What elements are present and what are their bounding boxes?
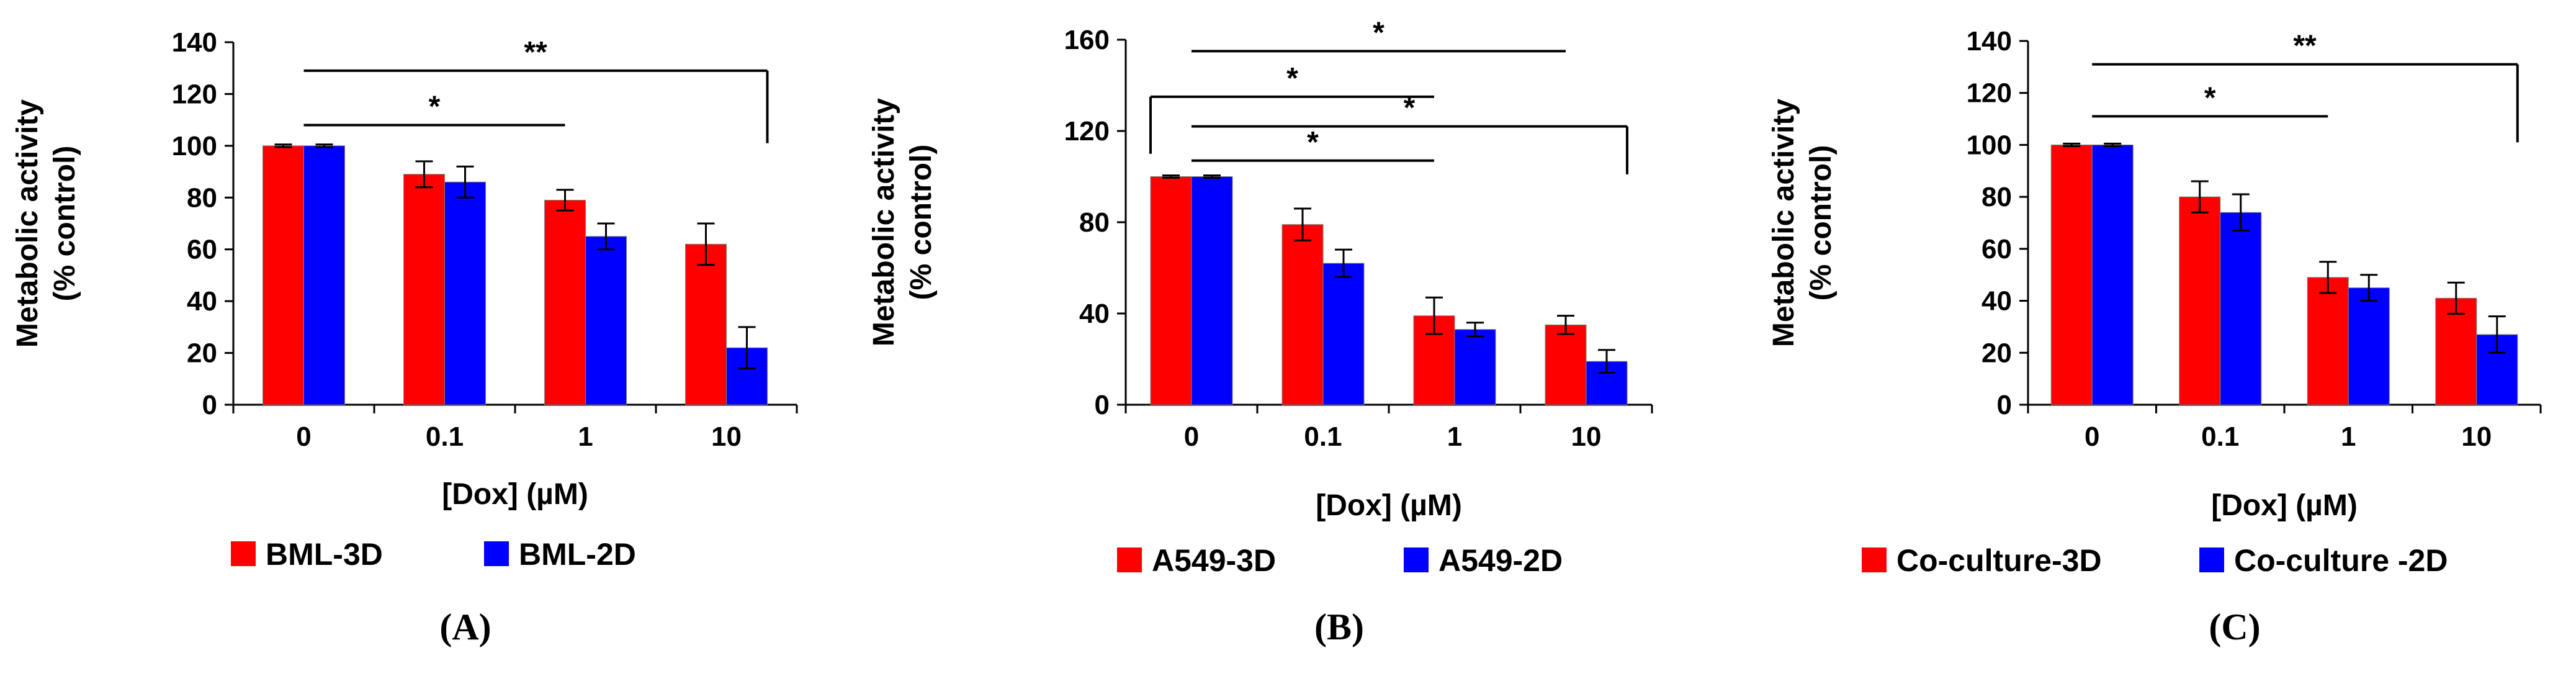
x-tick-label: 10 (1571, 421, 1602, 452)
legend-swatch (484, 541, 509, 566)
legend-swatch (1404, 548, 1429, 572)
significance-label: ** (2293, 30, 2317, 63)
legend-entry: A549-3D (1152, 543, 1276, 578)
legend-swatch (1862, 548, 1887, 572)
x-tick-label: 1 (578, 421, 593, 452)
bar-co-culture-3d-10 (2435, 297, 2477, 405)
bar-bml-2d-0 (303, 145, 345, 405)
y-tick-label: 20 (187, 338, 217, 369)
y-tick-label: 120 (1967, 78, 2012, 109)
x-axis-label: [Dox] (µM) (442, 478, 588, 511)
significance-label: * (429, 90, 441, 123)
y-tick-label: 0 (1095, 390, 1110, 420)
significance-label: ** (524, 36, 547, 69)
y-tick-label: 140 (1967, 26, 2012, 56)
significance-label: * (1307, 126, 1319, 159)
panel-label: (A) (439, 606, 491, 647)
y-tick-label: 140 (172, 27, 217, 58)
bar-bml-2d-1 (585, 236, 627, 405)
bar-a549-2d-0.1 (1322, 263, 1365, 405)
bar-bml-3d-10 (685, 243, 727, 405)
x-tick-label: 0.1 (2201, 421, 2239, 452)
panel-label: (B) (1314, 606, 1364, 647)
bar-a549-3d-0.1 (1281, 224, 1324, 405)
bar-a549-2d-1 (1454, 329, 1496, 405)
y-tick-label: 100 (1967, 130, 2012, 160)
x-tick-label: 0.1 (426, 421, 464, 452)
significance-label: * (1286, 62, 1298, 95)
significance-label: * (2204, 81, 2216, 114)
y-tick-label: 20 (1981, 338, 2012, 368)
bar-a549-3d-0 (1150, 176, 1192, 405)
x-axis-label: [Dox] (µM) (1316, 489, 1462, 522)
y-tick-label: 60 (1981, 234, 2012, 264)
y-tick-label: 100 (172, 131, 217, 161)
y-tick-label: 80 (187, 183, 217, 213)
bar-co-culture-3d-0 (2050, 144, 2093, 405)
bar-co-culture-2d-0.1 (2220, 212, 2262, 405)
y-tick-label: 40 (1981, 286, 2012, 317)
x-tick-label: 0 (296, 421, 311, 452)
bar-co-culture-3d-1 (2307, 277, 2349, 405)
y-tick-label: 40 (1079, 299, 1110, 329)
panel-label: (C) (2209, 606, 2260, 647)
bar-bml-3d-0.1 (403, 174, 445, 405)
y-axis-label-unit: (% control) (905, 145, 938, 300)
legend-entry: Co-culture -2D (2234, 543, 2448, 578)
legend-swatch (231, 541, 256, 566)
legend-swatch (1117, 548, 1142, 572)
y-axis-label: Metabolic activity (11, 99, 44, 348)
legend-entry: BML-2D (519, 537, 636, 572)
bar-bml-3d-0 (263, 145, 304, 405)
legend-entry: Co-culture-3D (1896, 543, 2102, 578)
legend-entry: A549-2D (1438, 543, 1563, 578)
x-tick-label: 10 (2461, 421, 2492, 452)
y-tick-label: 0 (202, 390, 217, 420)
y-tick-label: 80 (1981, 182, 2012, 212)
bar-bml-2d-0.1 (444, 181, 486, 405)
chart-panel-2: 0 40 80 120 160 0 0.1 1 10 * * * * Metabolic activity… (868, 16, 1653, 647)
x-tick-label: 10 (711, 421, 742, 452)
y-tick-label: 60 (187, 235, 217, 265)
significance-label: * (1373, 16, 1384, 49)
bar-a549-2d-0 (1191, 176, 1233, 405)
x-tick-label: 1 (2341, 421, 2356, 452)
y-tick-label: 80 (1079, 207, 1110, 238)
x-tick-label: 0 (1184, 421, 1199, 452)
y-axis-label: Metabolic activity (1767, 99, 1800, 347)
y-tick-label: 0 (1997, 390, 2012, 420)
y-axis-label: Metabolic activity (868, 98, 900, 346)
x-tick-label: 0 (2085, 421, 2099, 452)
significance-label: * (1404, 92, 1416, 125)
x-tick-label: 0.1 (1304, 421, 1342, 452)
y-tick-label: 160 (1064, 25, 1110, 55)
y-tick-label: 40 (187, 286, 217, 317)
bar-co-culture-3d-0.1 (2179, 196, 2221, 405)
y-axis-label-unit: (% control) (1805, 145, 1838, 301)
bar-co-culture-2d-0 (2091, 144, 2134, 405)
bar-co-culture-2d-1 (2348, 287, 2390, 405)
y-tick-label: 120 (1064, 116, 1110, 146)
x-tick-label: 1 (1447, 421, 1462, 452)
y-tick-label: 120 (172, 79, 217, 109)
x-axis-label: [Dox] (µM) (2211, 489, 2358, 522)
legend-swatch (2199, 548, 2224, 572)
legend-entry: BML-3D (266, 537, 383, 572)
bar-a549-3d-10 (1545, 324, 1587, 405)
y-axis-label-unit: (% control) (48, 146, 81, 302)
bar-bml-3d-1 (544, 199, 586, 405)
